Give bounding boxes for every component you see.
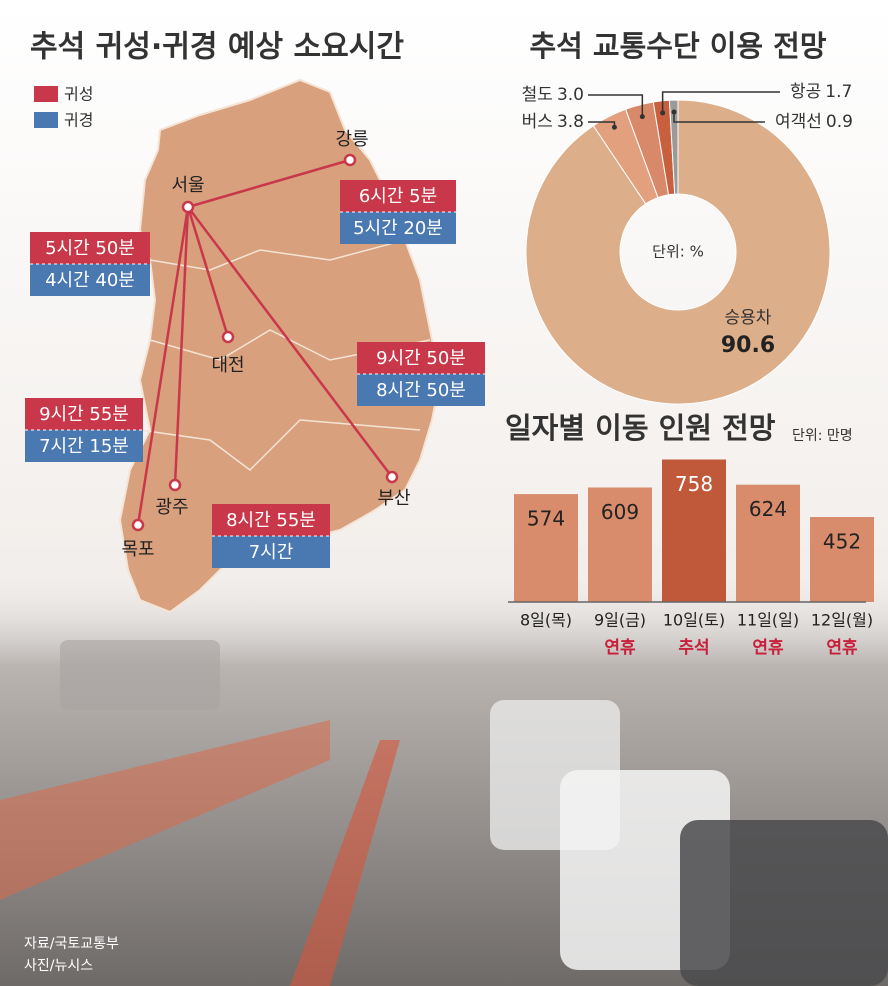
return-time: 7시간 (249, 542, 294, 563)
legend-swatch (34, 112, 58, 128)
outbound-time: 6시간 5분 (359, 186, 437, 207)
slice-value: 3.0 (557, 85, 584, 105)
value-label: 624 (749, 497, 787, 521)
slice-value: 3.8 (557, 112, 584, 132)
city-dot (387, 472, 397, 482)
chart-title: 추석 교통수단 이용 전망 (529, 29, 826, 63)
slice-value: 90.6 (721, 333, 775, 358)
slice-name: 철도 (522, 85, 553, 105)
truck (60, 640, 220, 710)
leader-dot (672, 110, 677, 115)
leader-dot (660, 110, 665, 115)
outbound-time: 9시간 50분 (376, 348, 466, 369)
city-dot (183, 202, 193, 212)
day-note: 연휴 (604, 637, 636, 658)
map-title: 추석 귀성·귀경 예상 소요시간 (30, 30, 404, 65)
city-label: 서울 (171, 175, 204, 196)
city-dot (133, 520, 143, 530)
value-label: 758 (675, 472, 713, 496)
return-time: 7시간 15분 (39, 436, 129, 457)
value-label: 609 (601, 500, 639, 524)
x-tick-label: 8일(목) (520, 611, 572, 630)
x-tick-label: 9일(금) (594, 611, 646, 630)
x-tick-label: 12일(월) (811, 611, 873, 630)
legend-label: 귀경 (64, 111, 93, 130)
day-note: 추석 (678, 638, 709, 658)
leader-dot (640, 114, 645, 119)
city-label: 부산 (377, 488, 410, 509)
city-dot (345, 155, 355, 165)
unit-label: 단위: % (652, 243, 704, 261)
value-label: 452 (823, 530, 861, 554)
return-time: 8시간 50분 (376, 380, 466, 401)
outbound-time: 8시간 55분 (226, 510, 316, 531)
x-tick-label: 11일(일) (737, 611, 799, 630)
city-label: 대전 (211, 355, 244, 376)
slice-value: 0.9 (826, 112, 853, 132)
slice-name: 승용차 (725, 308, 772, 328)
outbound-time: 9시간 55분 (39, 404, 129, 425)
slice-name: 버스 (522, 112, 553, 132)
city-label: 강릉 (335, 129, 368, 150)
leader-dot (612, 125, 617, 130)
day-note: 연휴 (826, 637, 858, 658)
city-label: 광주 (155, 497, 188, 518)
unit-label: 단위: 만명 (792, 428, 853, 444)
outbound-time: 5시간 50분 (45, 238, 135, 259)
source: 자료/국토교통부 (24, 936, 119, 952)
legend-swatch (34, 86, 58, 102)
city-label: 목포 (121, 539, 154, 560)
x-tick-label: 10일(토) (663, 611, 725, 630)
value-label: 574 (527, 507, 565, 531)
city-dot (223, 332, 233, 342)
legend-label: 귀성 (64, 85, 93, 104)
city-dot (170, 480, 180, 490)
day-note: 연휴 (752, 637, 784, 658)
infographic: 추석 귀성·귀경 예상 소요시간 귀성귀경서울 강릉 6시간 5분 5시간 20분대전… (0, 0, 888, 986)
car (680, 820, 888, 986)
return-time: 4시간 40분 (45, 270, 135, 291)
photo-credit: 사진/뉴시스 (24, 958, 93, 974)
slice-name: 여객선 (775, 112, 822, 132)
chart-title: 일자별 이동 인원 전망 (505, 411, 776, 445)
return-time: 5시간 20분 (353, 218, 443, 239)
page: 추석 귀성·귀경 예상 소요시간 귀성귀경서울 강릉 6시간 5분 5시간 20분대전… (0, 0, 888, 986)
slice-value: 1.7 (825, 82, 852, 102)
slice-name: 항공 (790, 82, 821, 102)
